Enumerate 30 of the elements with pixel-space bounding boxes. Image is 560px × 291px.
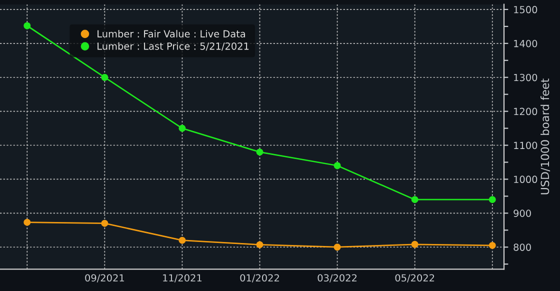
x-tick-label: 03/2022: [318, 274, 357, 282]
x-tick-label: 01/2022: [240, 274, 279, 282]
legend-label: Lumber : Last Price : 5/21/2021: [98, 42, 249, 51]
point: [101, 220, 108, 227]
y-tick-label: 1400: [514, 40, 538, 48]
y-tick-label: 800: [514, 244, 531, 251]
point: [101, 74, 108, 81]
y-tick-label: 1000: [514, 176, 538, 184]
y-tick-label: 1200: [514, 108, 538, 116]
point: [178, 124, 186, 132]
legend-label: Lumber : Fair Value : Live Data: [98, 30, 245, 38]
y-tick-label: 1500: [514, 6, 538, 14]
point: [411, 196, 418, 204]
y-tick-label: 1300: [514, 74, 538, 82]
point: [334, 162, 341, 170]
point: [488, 242, 496, 249]
point: [24, 218, 31, 226]
x-tick-label: 09/2021: [85, 274, 124, 282]
point: [334, 244, 341, 251]
point: [178, 236, 186, 244]
y-tick-label: 1100: [514, 142, 538, 150]
x-tick-label: 11/2021: [163, 274, 202, 282]
point: [488, 196, 496, 204]
point: [24, 22, 31, 30]
x-tick-label: 05/2022: [395, 274, 434, 282]
point: [256, 241, 264, 248]
y-axis-title: USD/1000 board feet: [540, 78, 550, 194]
point: [411, 240, 418, 248]
point: [256, 148, 264, 156]
y-tick-label: 900: [514, 210, 531, 217]
